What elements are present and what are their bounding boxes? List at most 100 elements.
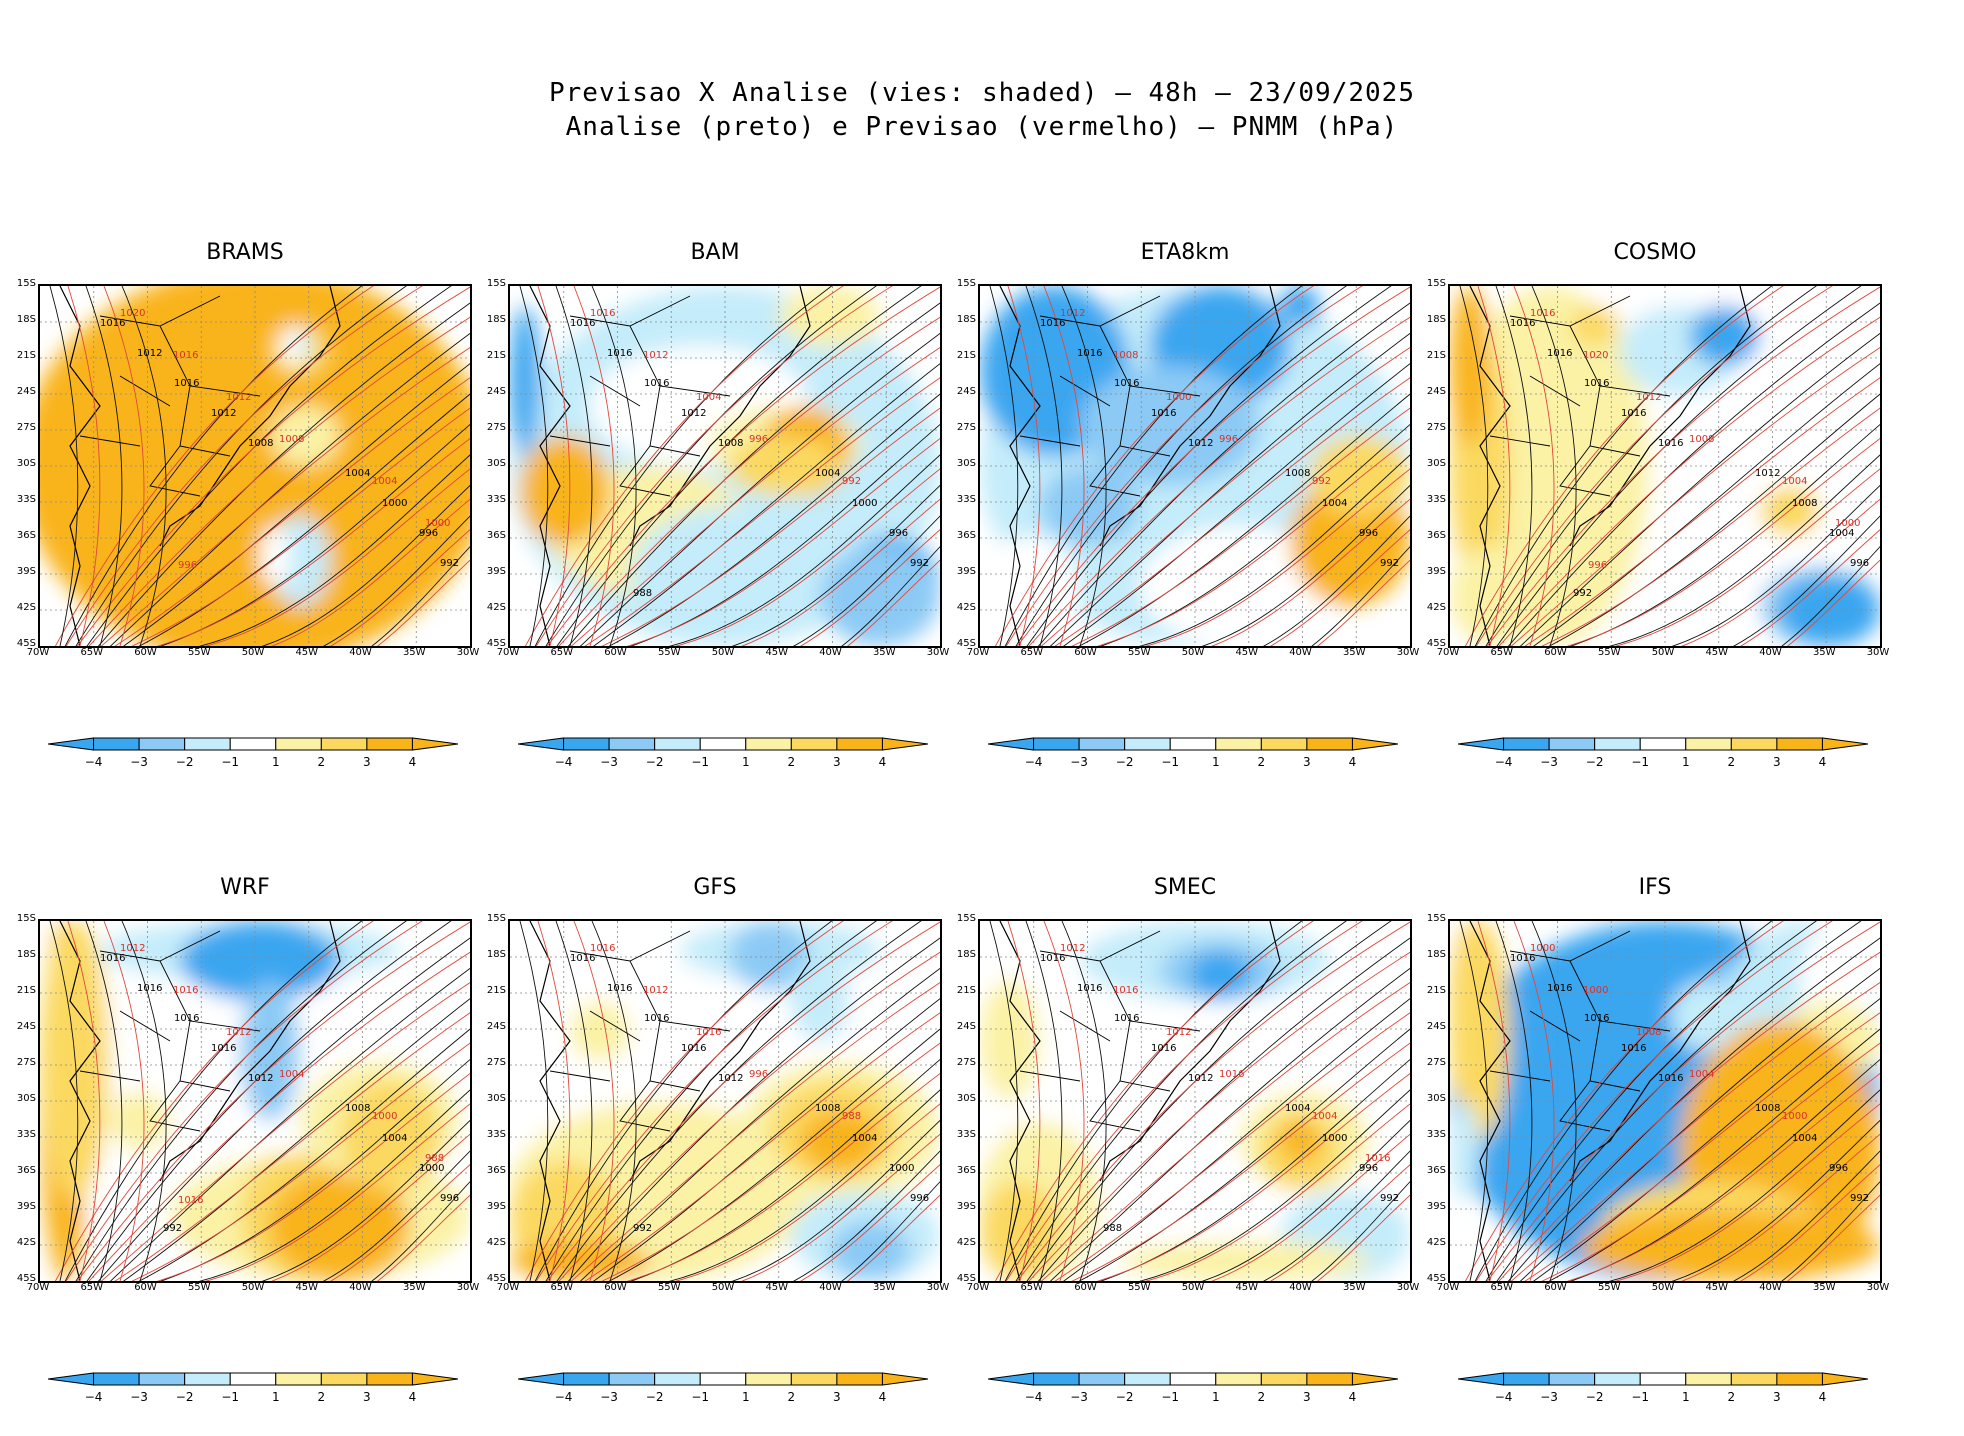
bias-region [1450,286,1490,446]
forecast-isobar [1614,1103,1880,1281]
analysis-contour-label: 1016 [1040,318,1065,329]
bias-region [510,1241,650,1281]
forecast-contour-label: 1020 [1583,350,1608,361]
colorbar-segment [699,737,747,751]
bias-region [1140,526,1340,646]
analysis-contour-label: 1004 [852,1133,877,1144]
forecast-contour-label: 996 [749,434,768,445]
forecast-isobar [601,407,940,646]
forecast-isobar [584,1012,940,1281]
colorbar-label: 3 [1303,755,1311,769]
lon-tick-label: 65W [1020,647,1044,658]
colorbar-segment [1215,737,1262,751]
colorbar-label: −1 [691,755,710,769]
analysis-isobar [1026,286,1392,646]
analysis-isobar [1507,937,1880,1281]
bias-map: 1016 1016 1016 1016 1012 1008 1004 1000 996 992 10… [38,919,472,1283]
lat-tick-label: 33S [956,1129,976,1140]
colorbar-under-triangle [48,1372,95,1386]
analysis-isobar [1025,286,1063,646]
colorbar-label: 1 [271,755,280,769]
lat-tick-label: 15S [486,913,506,924]
bias-region [1280,1121,1320,1161]
forecast-isobar [1498,951,1880,1281]
lon-tick-label: 35W [1812,1282,1836,1293]
lat-tick-label: 30S [16,1093,36,1104]
forecast-isobar [1465,286,1784,646]
analysis-isobar [85,286,123,646]
forecast-isobar [558,951,940,1281]
analysis-isobar [97,937,470,1281]
analysis-isobar [593,998,940,1281]
bias-map-svg: 1016101610161016101610081004996992100010… [1450,921,1880,1281]
analysis-contour-label: 1016 [1040,953,1065,964]
lon-tick-label: 45W [765,1282,789,1293]
analysis-contour-label: 1016 [681,1043,706,1054]
lon-tick-label: 70W [1436,647,1460,658]
figure-title-line2: Analise (preto) e Previsao (vermelho) — … [565,112,1399,142]
lat-tick-label: 33S [486,494,506,505]
lon-tick-label: 40W [1759,647,1782,658]
bias-region [1080,366,1260,486]
colorbar-segment [184,737,231,751]
lon-tick-label: 45W [295,1282,319,1293]
colorbar-segment [1730,737,1778,751]
analysis-isobar [1531,921,1577,1281]
forecast-isobar [1071,1042,1410,1281]
analysis-contour-label: 1016 [1151,408,1176,419]
analysis-contour-label: 996 [1359,1163,1378,1174]
lon-tick-label: 55W [187,647,211,658]
analysis-contour-label: 1008 [345,1103,370,1114]
forecast-isobar [1524,377,1880,646]
forecast-isobar [546,286,940,646]
analysis-contour-label: 1016 [1151,1043,1176,1054]
forecast-contour-label: 1016 [590,308,615,319]
analysis-contour-label: 1016 [570,318,595,329]
colorbar-svg [988,737,1398,751]
colorbar-segment [1639,737,1687,751]
analysis-contour-label: 1016 [644,378,669,389]
lat-tick-label: 30S [486,1093,506,1104]
colorbar-segment [1169,737,1217,751]
forecast-isobar [1510,982,1880,1281]
colorbar-segment [654,1372,701,1386]
analysis-contour-label: 992 [1573,588,1592,599]
lat-tick-label: 42S [486,1237,506,1248]
colorbar-segment [366,737,413,751]
forecast-isobar [1269,1164,1410,1281]
colorbar-segment [745,737,792,751]
analysis-contour-label: 1016 [607,983,632,994]
lat-tick-label: 24S [956,386,976,397]
lon-tick-label: 45W [1705,647,1729,658]
lon-tick-label: 40W [1289,647,1312,658]
lon-tick-label: 60W [1544,647,1567,658]
analysis-isobar [608,393,940,646]
colorbar-under-triangle [1458,1372,1505,1386]
country-borders [1019,295,1201,497]
analysis-isobar [534,286,833,646]
colorbar-label: −4 [1024,755,1043,769]
bias-region [270,1171,410,1281]
colorbar-label: 1 [1681,755,1690,769]
forecast-isobar [204,468,470,646]
colorbar-label: 1 [1211,755,1220,769]
forecast-isobar [1739,529,1880,646]
analysis-isobar [545,286,877,646]
forecast-isobar [626,437,940,646]
forecast-isobar [1054,1012,1410,1281]
lat-tick-label: 27S [1426,1057,1446,1068]
bias-region [630,506,830,646]
forecast-contour-label: 1000 [1782,1111,1807,1122]
colorbar-label: −4 [554,1390,573,1404]
colorbar-segment [745,1372,792,1386]
analysis-isobar [1671,484,1880,646]
analysis-isobar [519,921,549,1281]
lon-tick-label: 55W [1597,647,1621,658]
forecast-isobar [995,921,1314,1281]
lon-tick-label: 45W [1705,1282,1729,1293]
colorbar-over-triangle [1351,1372,1398,1386]
analysis-isobar [1049,332,1410,646]
analysis-isobar [1485,921,1817,1281]
colorbar-label: 1 [741,755,750,769]
forecast-isobar [741,498,940,646]
